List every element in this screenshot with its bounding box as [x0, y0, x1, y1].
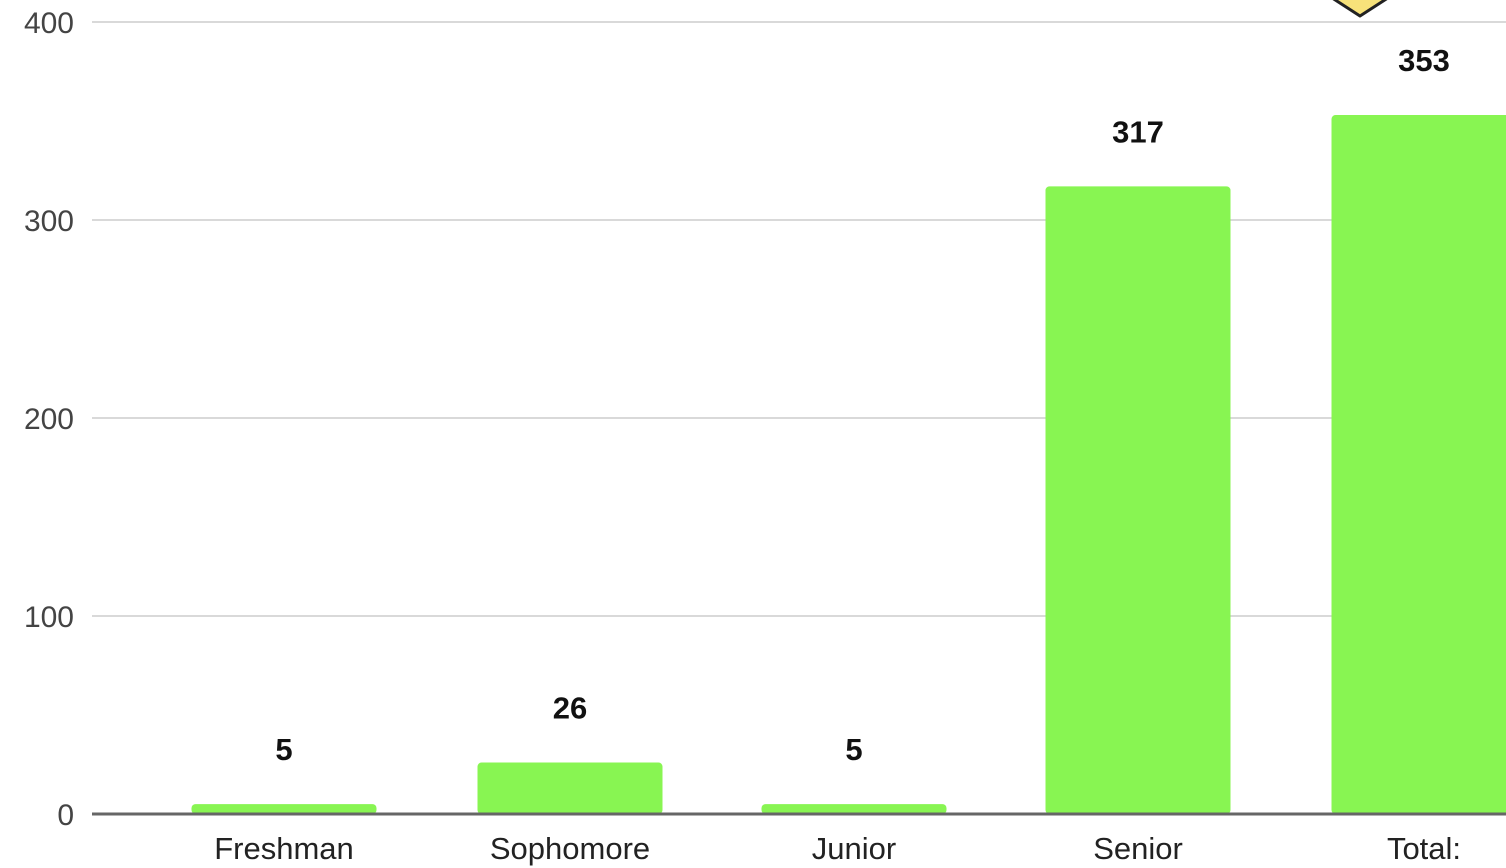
- y-tick-label: 400: [24, 7, 74, 40]
- data-label: 5: [275, 732, 292, 767]
- category-label: Freshman: [214, 831, 354, 866]
- bars: [191, 115, 1506, 815]
- data-label: 317: [1112, 114, 1164, 149]
- bar: [1045, 186, 1231, 815]
- category-label: Senior: [1093, 831, 1183, 866]
- category-label: Total:: [1387, 831, 1461, 866]
- category-label: Sophomore: [490, 831, 650, 866]
- bar: [191, 804, 377, 814]
- y-tick-label: 300: [24, 205, 74, 238]
- data-labels: 5 26 5 317 353: [275, 43, 1449, 767]
- category-label: Junior: [812, 831, 896, 866]
- bar: [477, 762, 663, 814]
- bar: [1331, 115, 1506, 814]
- y-tick-label: 100: [24, 601, 74, 634]
- y-tick-label: 0: [57, 799, 74, 832]
- data-label: 26: [553, 691, 587, 726]
- data-label: 5: [845, 732, 862, 767]
- x-axis-categories: Freshman Sophomore Junior Senior Total:: [214, 831, 1461, 866]
- data-label: 353: [1398, 43, 1450, 78]
- bar: [761, 804, 947, 814]
- diamond-marker-icon: [1332, 0, 1388, 18]
- gridlines: [92, 21, 1506, 617]
- y-axis-ticks: 0 100 200 300 400: [24, 7, 74, 832]
- y-tick-label: 200: [24, 403, 74, 436]
